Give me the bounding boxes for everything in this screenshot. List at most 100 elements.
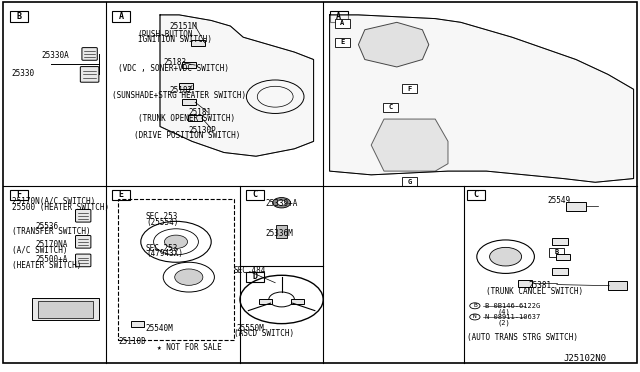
Text: (TRUNK OPENER SWITCH): (TRUNK OPENER SWITCH) — [138, 114, 235, 123]
FancyBboxPatch shape — [76, 254, 91, 267]
Text: N: N — [473, 314, 477, 320]
FancyBboxPatch shape — [552, 268, 568, 275]
Text: G: G — [408, 179, 412, 185]
Text: A: A — [118, 12, 124, 21]
Text: B 0B146-6122G: B 0B146-6122G — [485, 303, 540, 309]
FancyBboxPatch shape — [182, 62, 196, 68]
FancyBboxPatch shape — [191, 40, 205, 46]
Text: 25339+A: 25339+A — [266, 199, 298, 208]
FancyBboxPatch shape — [467, 190, 485, 200]
FancyBboxPatch shape — [182, 99, 196, 105]
Text: 25540M: 25540M — [146, 324, 173, 333]
FancyBboxPatch shape — [76, 235, 91, 248]
Text: 25536: 25536 — [35, 222, 58, 231]
FancyBboxPatch shape — [518, 280, 532, 287]
FancyBboxPatch shape — [383, 103, 398, 112]
Text: (AUTO TRANS STRG SWITCH): (AUTO TRANS STRG SWITCH) — [467, 333, 578, 342]
Text: (TRUNK CANCEL SWITCH): (TRUNK CANCEL SWITCH) — [486, 287, 584, 296]
Text: B: B — [555, 249, 559, 255]
Polygon shape — [160, 15, 314, 156]
Text: (A/C SWITCH): (A/C SWITCH) — [12, 246, 67, 255]
Text: F: F — [16, 190, 21, 199]
Polygon shape — [358, 22, 429, 67]
Text: 25549: 25549 — [547, 196, 570, 205]
Text: 25550M: 25550M — [237, 324, 264, 333]
Text: SEC.253: SEC.253 — [146, 244, 179, 253]
Text: A: A — [340, 20, 344, 26]
FancyBboxPatch shape — [291, 298, 304, 304]
Circle shape — [175, 269, 203, 285]
Text: 25130P: 25130P — [189, 126, 216, 135]
FancyBboxPatch shape — [76, 209, 91, 222]
FancyBboxPatch shape — [335, 38, 350, 46]
FancyBboxPatch shape — [10, 190, 28, 200]
Polygon shape — [371, 119, 448, 171]
Text: E: E — [340, 39, 344, 45]
FancyBboxPatch shape — [259, 298, 272, 304]
Text: C: C — [474, 190, 479, 199]
Text: (DRIVE POSITION SWITCH): (DRIVE POSITION SWITCH) — [134, 131, 241, 140]
FancyBboxPatch shape — [335, 19, 350, 28]
Text: D: D — [253, 272, 258, 281]
Text: (VDC , SONER+VDC SWITCH): (VDC , SONER+VDC SWITCH) — [118, 64, 229, 73]
Polygon shape — [276, 225, 287, 238]
FancyBboxPatch shape — [246, 272, 264, 282]
FancyBboxPatch shape — [556, 254, 570, 260]
Circle shape — [273, 198, 291, 208]
Text: N 08911-10637: N 08911-10637 — [485, 314, 540, 320]
FancyBboxPatch shape — [131, 321, 144, 327]
Text: 25500 (HEATER SWITCH): 25500 (HEATER SWITCH) — [12, 203, 109, 212]
Text: F: F — [408, 86, 412, 92]
Text: 25330A: 25330A — [42, 51, 69, 60]
FancyBboxPatch shape — [179, 83, 193, 89]
Text: (TRANSFER SWITCH): (TRANSFER SWITCH) — [12, 227, 90, 236]
Bar — [38, 301, 93, 318]
Polygon shape — [32, 298, 99, 320]
Text: C: C — [388, 104, 392, 110]
FancyBboxPatch shape — [188, 115, 202, 121]
FancyBboxPatch shape — [552, 238, 568, 245]
Text: 25381: 25381 — [528, 281, 551, 290]
Text: B: B — [473, 303, 477, 308]
Text: (2): (2) — [498, 320, 511, 326]
FancyBboxPatch shape — [81, 67, 99, 82]
Text: (HEATER SWITCH): (HEATER SWITCH) — [12, 261, 81, 270]
FancyBboxPatch shape — [112, 11, 130, 22]
Text: 25336M: 25336M — [266, 229, 293, 238]
Text: E: E — [118, 190, 124, 199]
Text: IGNITION SWITCH): IGNITION SWITCH) — [138, 35, 212, 44]
Circle shape — [490, 247, 522, 266]
Text: (ASCD SWITCH): (ASCD SWITCH) — [234, 329, 294, 338]
Text: ★ NOT FOR SALE: ★ NOT FOR SALE — [157, 343, 221, 352]
Text: 25183: 25183 — [163, 58, 186, 67]
Text: 25110D: 25110D — [118, 337, 146, 346]
Text: SEC.253: SEC.253 — [146, 212, 179, 221]
FancyBboxPatch shape — [608, 281, 627, 290]
FancyBboxPatch shape — [402, 84, 417, 93]
Text: (47943X): (47943X) — [146, 249, 183, 258]
Text: 25330: 25330 — [12, 69, 35, 78]
Text: SEC.484: SEC.484 — [234, 266, 266, 275]
FancyBboxPatch shape — [402, 177, 417, 186]
Circle shape — [164, 235, 188, 248]
FancyBboxPatch shape — [82, 48, 97, 60]
FancyBboxPatch shape — [330, 11, 348, 22]
Text: 25181: 25181 — [189, 108, 212, 117]
Text: 25170N(A/C SWITCH): 25170N(A/C SWITCH) — [12, 198, 95, 206]
Polygon shape — [330, 15, 634, 182]
Text: (25554): (25554) — [146, 218, 179, 227]
Circle shape — [277, 200, 286, 205]
FancyBboxPatch shape — [566, 202, 586, 211]
Text: (4): (4) — [498, 308, 511, 315]
Text: 25170NA: 25170NA — [35, 240, 68, 249]
Text: C: C — [253, 190, 258, 199]
Text: J25102N0: J25102N0 — [563, 354, 606, 363]
FancyBboxPatch shape — [549, 248, 564, 257]
Text: B: B — [16, 12, 21, 21]
Text: 25151M: 25151M — [170, 22, 197, 31]
Text: (PUSH-BUTTON: (PUSH-BUTTON — [138, 30, 193, 39]
FancyBboxPatch shape — [10, 11, 28, 22]
Text: (SUNSHADE+STRG HEATER SWITCH): (SUNSHADE+STRG HEATER SWITCH) — [112, 91, 246, 100]
Text: A: A — [336, 12, 341, 21]
FancyBboxPatch shape — [246, 190, 264, 200]
